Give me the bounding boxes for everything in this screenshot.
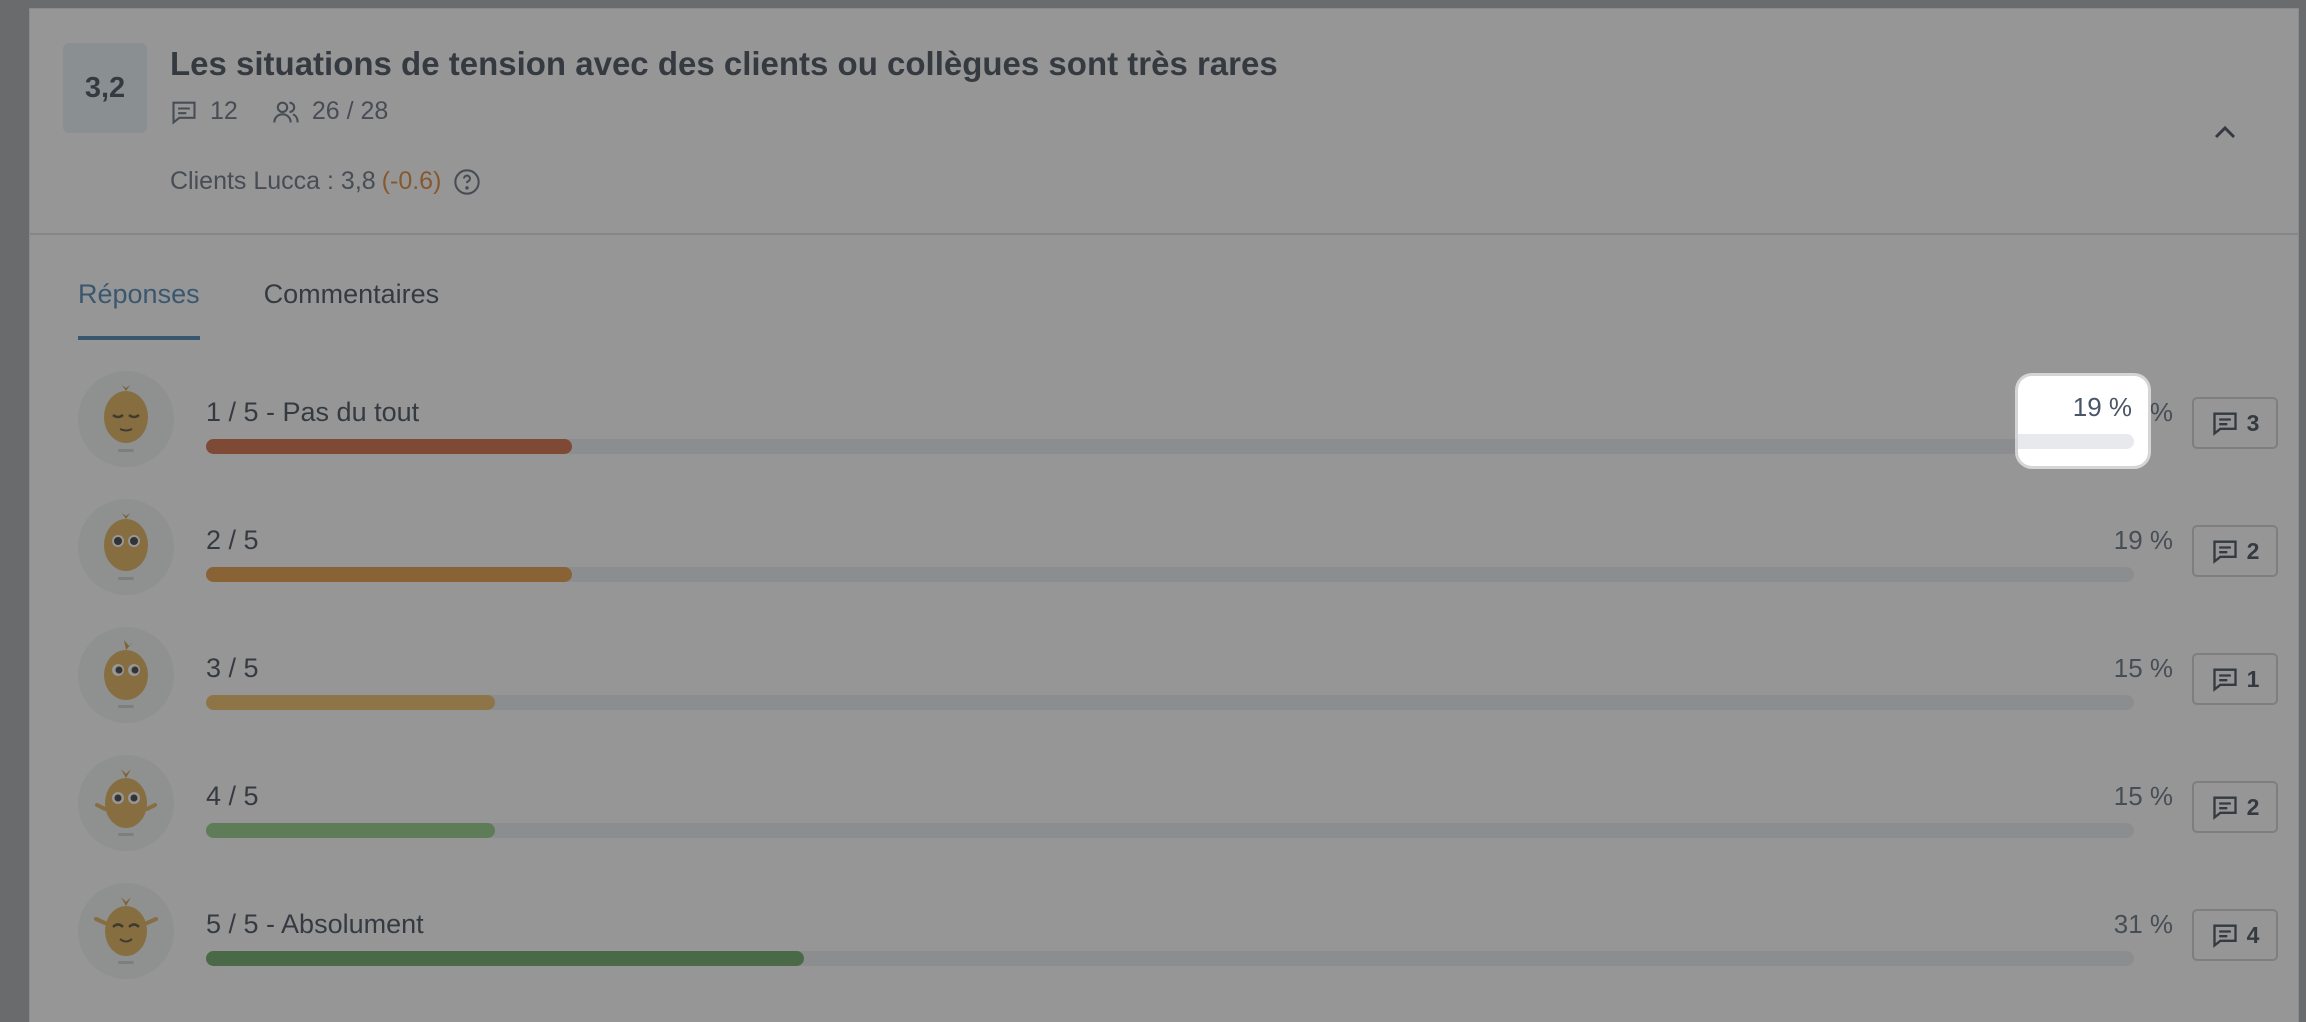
answers-list: 1 / 5 - Pas du tout 19 % 3 2 / 5 19 % — [78, 371, 2278, 1011]
answer-bar-fill — [206, 567, 573, 582]
comment-icon — [2212, 540, 2237, 564]
mascot-avatar — [78, 371, 174, 467]
answer-comments-count: 2 — [2246, 537, 2260, 564]
answer-comments-button[interactable]: 2 — [2192, 525, 2278, 577]
answer-row: 4 / 5 15 % 2 — [78, 755, 2278, 883]
participants-count: 26 / 28 — [311, 97, 389, 125]
answer-comments-count: 2 — [2246, 793, 2260, 820]
comment-icon — [2212, 924, 2237, 948]
benchmark-delta: (-0.6) — [381, 167, 442, 195]
answer-comments-button[interactable]: 3 — [2192, 397, 2278, 449]
help-circle-icon[interactable] — [453, 168, 481, 196]
answer-comments-button[interactable]: 1 — [2192, 653, 2278, 705]
tab-comments[interactable]: Commentaires — [263, 279, 440, 309]
mascot-happy-icon — [95, 769, 157, 836]
answer-row: 5 / 5 - Absolument 31 % 4 — [78, 883, 2278, 1011]
users-icon — [273, 101, 299, 123]
mascot-avatar — [78, 883, 174, 979]
answer-comments-count: 3 — [2246, 409, 2260, 436]
answer-bar-track — [206, 695, 2134, 710]
answer-row: 1 / 5 - Pas du tout 19 % 3 — [78, 371, 2278, 499]
answer-label: 2 / 5 — [206, 525, 259, 555]
answer-bar-fill — [206, 695, 496, 710]
answer-bar-track — [206, 823, 2134, 838]
answer-bar-track — [206, 439, 2134, 454]
tabs: Réponses Commentaires — [78, 279, 503, 340]
spotlight-bar-track — [2018, 434, 2134, 449]
question-meta: 12 26 / 28 — [170, 97, 388, 126]
answer-percent: 19 % — [2113, 525, 2173, 555]
answer-comments-count: 4 — [2246, 921, 2260, 948]
mascot-avatar — [78, 755, 174, 851]
mascot-joyful-icon — [94, 897, 158, 964]
answer-comments-button[interactable]: 2 — [2192, 781, 2278, 833]
mascot-sleepy-icon — [104, 385, 148, 452]
mascot-avatar — [78, 499, 174, 595]
question-header: 3,2 Les situations de tension avec des c… — [30, 9, 2298, 235]
spotlight-percent: 19 % — [2072, 392, 2132, 422]
tutorial-spotlight: 19 % — [2018, 376, 2148, 466]
answer-comments-count: 1 — [2246, 665, 2260, 692]
answer-label: 3 / 5 — [206, 653, 259, 683]
answer-bar-fill — [206, 823, 496, 838]
tab-responses[interactable]: Réponses — [78, 279, 200, 340]
comment-icon — [2212, 796, 2237, 820]
answer-label: 5 / 5 - Absolument — [206, 909, 424, 939]
answer-percent: 15 % — [2113, 653, 2173, 683]
answer-bar-fill — [206, 951, 804, 966]
answer-row: 3 / 5 15 % 1 — [78, 627, 2278, 755]
chevron-up-icon — [2214, 125, 2236, 139]
mascot-neutral-icon — [104, 513, 148, 580]
answer-row: 2 / 5 19 % 2 — [78, 499, 2278, 627]
answer-bar-track — [206, 567, 2134, 582]
comments-count: 12 — [210, 97, 238, 125]
answer-percent: 15 % — [2113, 781, 2173, 811]
question-title: Les situations de tension avec des clien… — [170, 45, 1278, 82]
comment-icon — [2212, 668, 2237, 692]
benchmark: Clients Lucca : 3,8 (-0.6) — [170, 167, 481, 196]
answer-percent: 31 % — [2113, 909, 2173, 939]
answer-bar-fill — [206, 439, 573, 454]
score-badge: 3,2 — [63, 43, 147, 133]
answer-label: 4 / 5 — [206, 781, 259, 811]
comment-icon — [172, 101, 196, 125]
comment-icon — [2212, 412, 2237, 436]
answer-label: 1 / 5 - Pas du tout — [206, 397, 420, 427]
answer-bar-track — [206, 951, 2134, 966]
mascot-curious-icon — [104, 640, 148, 708]
answer-comments-button[interactable]: 4 — [2192, 909, 2278, 961]
benchmark-label: Clients Lucca : 3,8 — [170, 167, 376, 195]
mascot-avatar — [78, 627, 174, 723]
collapse-button[interactable] — [2210, 117, 2240, 147]
question-card: 3,2 Les situations de tension avec des c… — [29, 8, 2299, 1022]
